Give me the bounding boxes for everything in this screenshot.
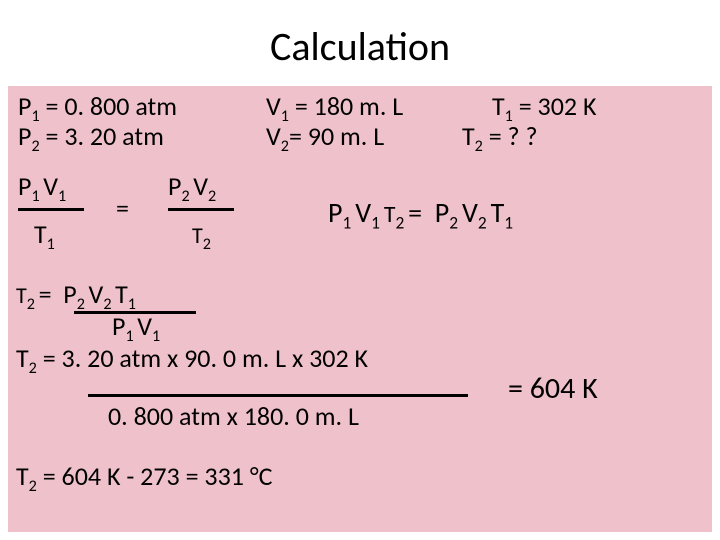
frac-left-line bbox=[18, 208, 84, 211]
numeric-num-text: T2 = 3. 20 atm x 90. 0 m. L x 302 K bbox=[16, 342, 368, 374]
numeric-num: T2 = 3. 20 atm x 90. 0 m. L x 302 K bbox=[16, 344, 368, 373]
solve-t2-den: P1 V1 bbox=[112, 312, 160, 341]
title-band: Calculation bbox=[8, 8, 712, 84]
frac-right-line bbox=[168, 208, 234, 211]
frac-right-num: P2 V2 bbox=[168, 172, 216, 201]
given-t2: T2 = ? ? bbox=[462, 122, 538, 151]
frac-left-den: T1 bbox=[34, 220, 55, 249]
given-v2: V2= 90 m. L bbox=[266, 122, 384, 151]
numeric-result: = 604 K bbox=[508, 372, 598, 405]
p1-text: P1 = 0. 800 atm bbox=[18, 90, 177, 122]
given-t1: T1 = 302 K bbox=[492, 92, 596, 121]
frac-equals: = bbox=[116, 194, 129, 223]
final-text: T2 = 604 K - 273 = 331 °C bbox=[16, 460, 273, 492]
numeric-den-text: 0. 800 atm x 180. 0 m. L bbox=[108, 400, 359, 432]
given-v1: V1 = 180 m. L bbox=[266, 92, 403, 121]
t2-text: T2 = ? ? bbox=[462, 120, 538, 152]
given-p1: P1 = 0. 800 atm bbox=[18, 92, 177, 121]
final-conversion: T2 = 604 K - 273 = 331 °C bbox=[16, 462, 273, 491]
slide-root: Calculation P1 = 0. 800 atm V1 = 180 m. … bbox=[0, 0, 720, 540]
solve-t2-left: T2 = P2 V2 T1 bbox=[16, 280, 136, 309]
content-area: P1 = 0. 800 atm V1 = 180 m. L T1 = 302 K… bbox=[8, 86, 712, 532]
t1-text: T1 = 302 K bbox=[492, 90, 596, 122]
given-p2: P2 = 3. 20 atm bbox=[18, 122, 164, 151]
slide-title: Calculation bbox=[270, 22, 450, 71]
v1-text: V1 = 180 m. L bbox=[266, 90, 403, 122]
numeric-den: 0. 800 atm x 180. 0 m. L bbox=[108, 402, 359, 431]
result-k-text: = 604 K bbox=[508, 370, 598, 407]
cross-multiply: P1 V1 T2 = P2 V2 T1 bbox=[328, 198, 513, 229]
p2-text: P2 = 3. 20 atm bbox=[18, 120, 164, 152]
v2-text: V2= 90 m. L bbox=[266, 120, 384, 152]
frac-right-den: T2 bbox=[192, 220, 211, 249]
numeric-line bbox=[88, 394, 468, 397]
frac-left-num: P1 V1 bbox=[18, 172, 66, 201]
